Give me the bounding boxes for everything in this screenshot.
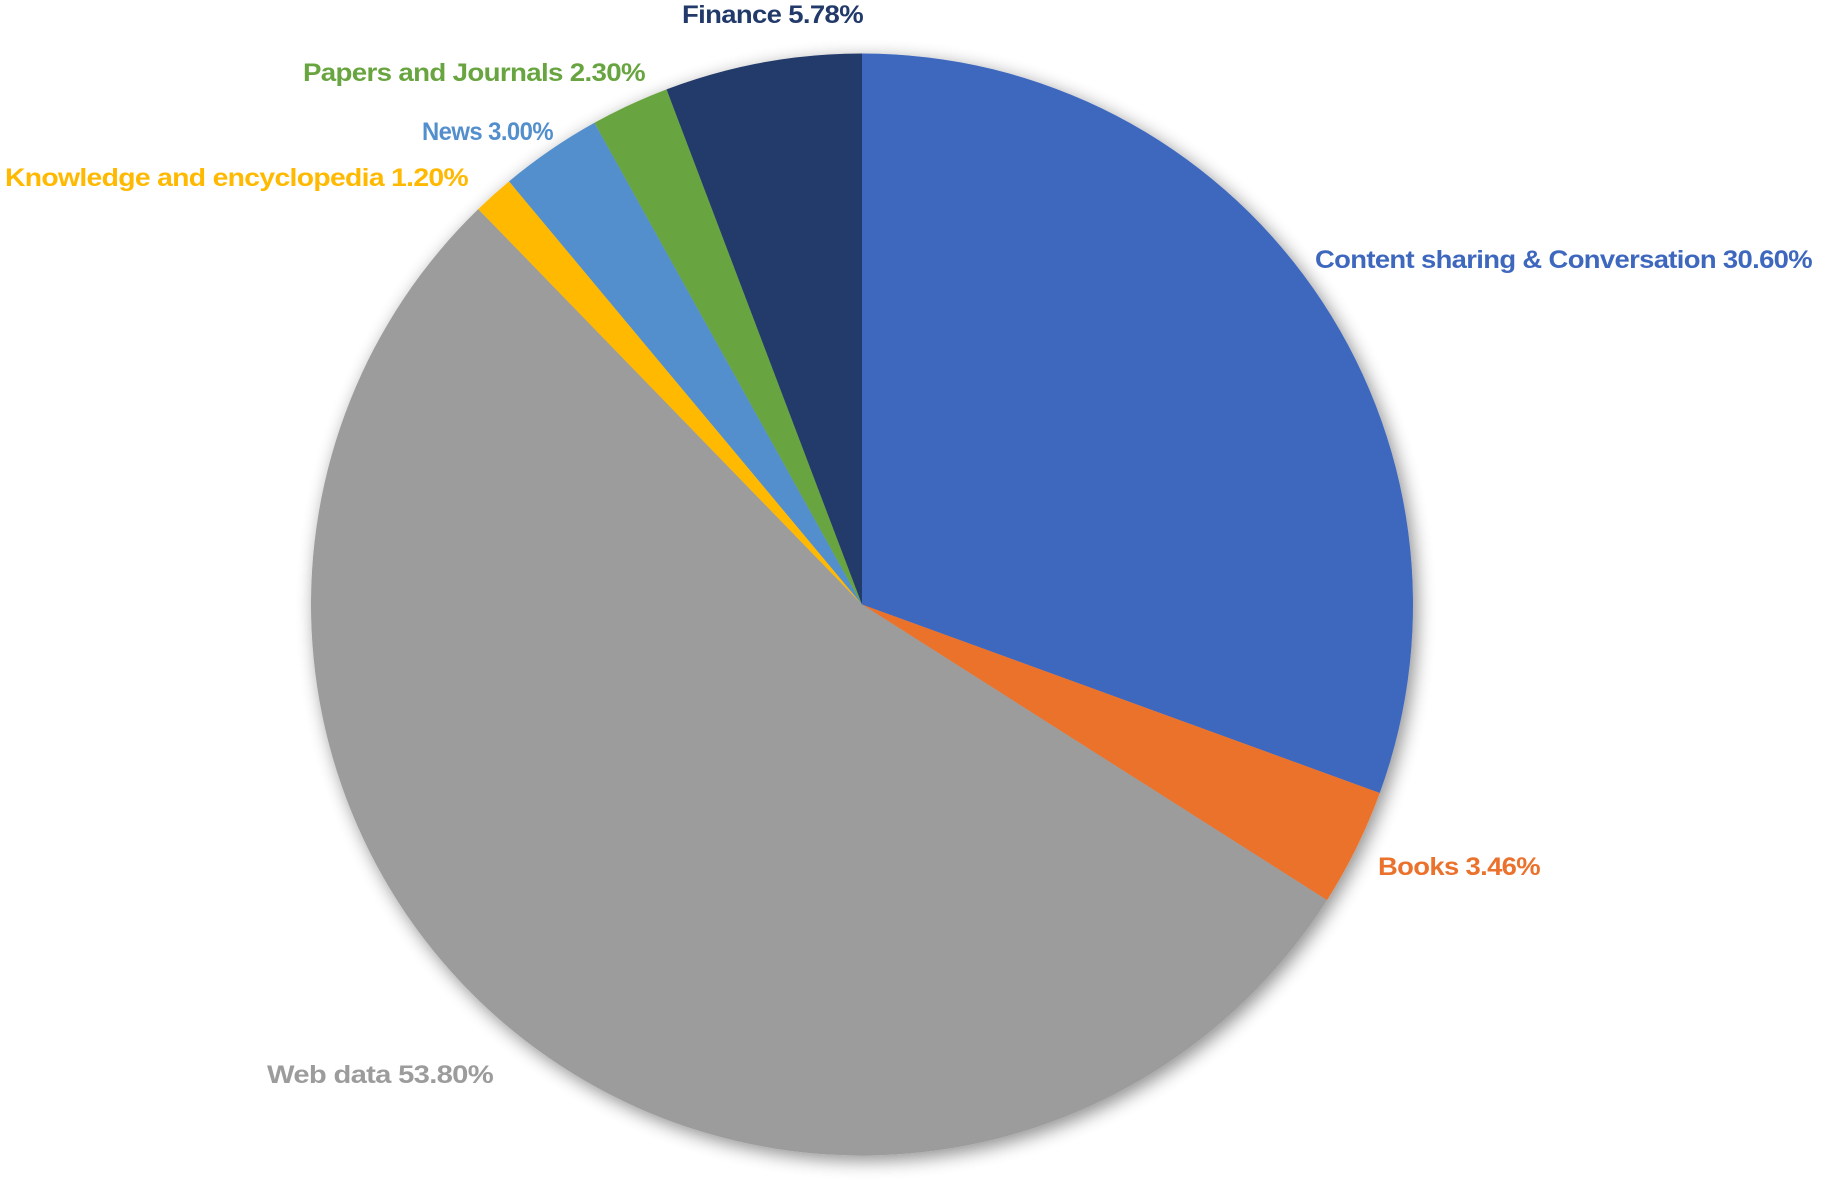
label-news: News 3.00% xyxy=(422,118,554,146)
label-papers-journals: Papers and Journals 2.30% xyxy=(303,59,646,87)
label-books: Books 3.46% xyxy=(1378,853,1541,881)
pie-slice-content-sharing-conversation xyxy=(862,53,1413,794)
label-web-data: Web data 53.80% xyxy=(267,1061,494,1089)
pie-slice-finance xyxy=(666,53,862,605)
label-knowledge: Knowledge and encyclopedia 1.20% xyxy=(5,164,469,192)
pie-slice-news xyxy=(509,122,862,605)
pie-slice-knowledge-and-encyclopedia xyxy=(478,181,862,605)
pie-slice-web-data xyxy=(311,209,1327,1156)
label-finance: Finance 5.78% xyxy=(682,1,864,29)
pie-slice-papers-and-journals xyxy=(594,89,862,605)
pie-slice-books xyxy=(862,604,1380,901)
pie-slices xyxy=(311,53,1413,1156)
label-content-sharing: Content sharing & Conversation 30.60% xyxy=(1315,246,1813,274)
